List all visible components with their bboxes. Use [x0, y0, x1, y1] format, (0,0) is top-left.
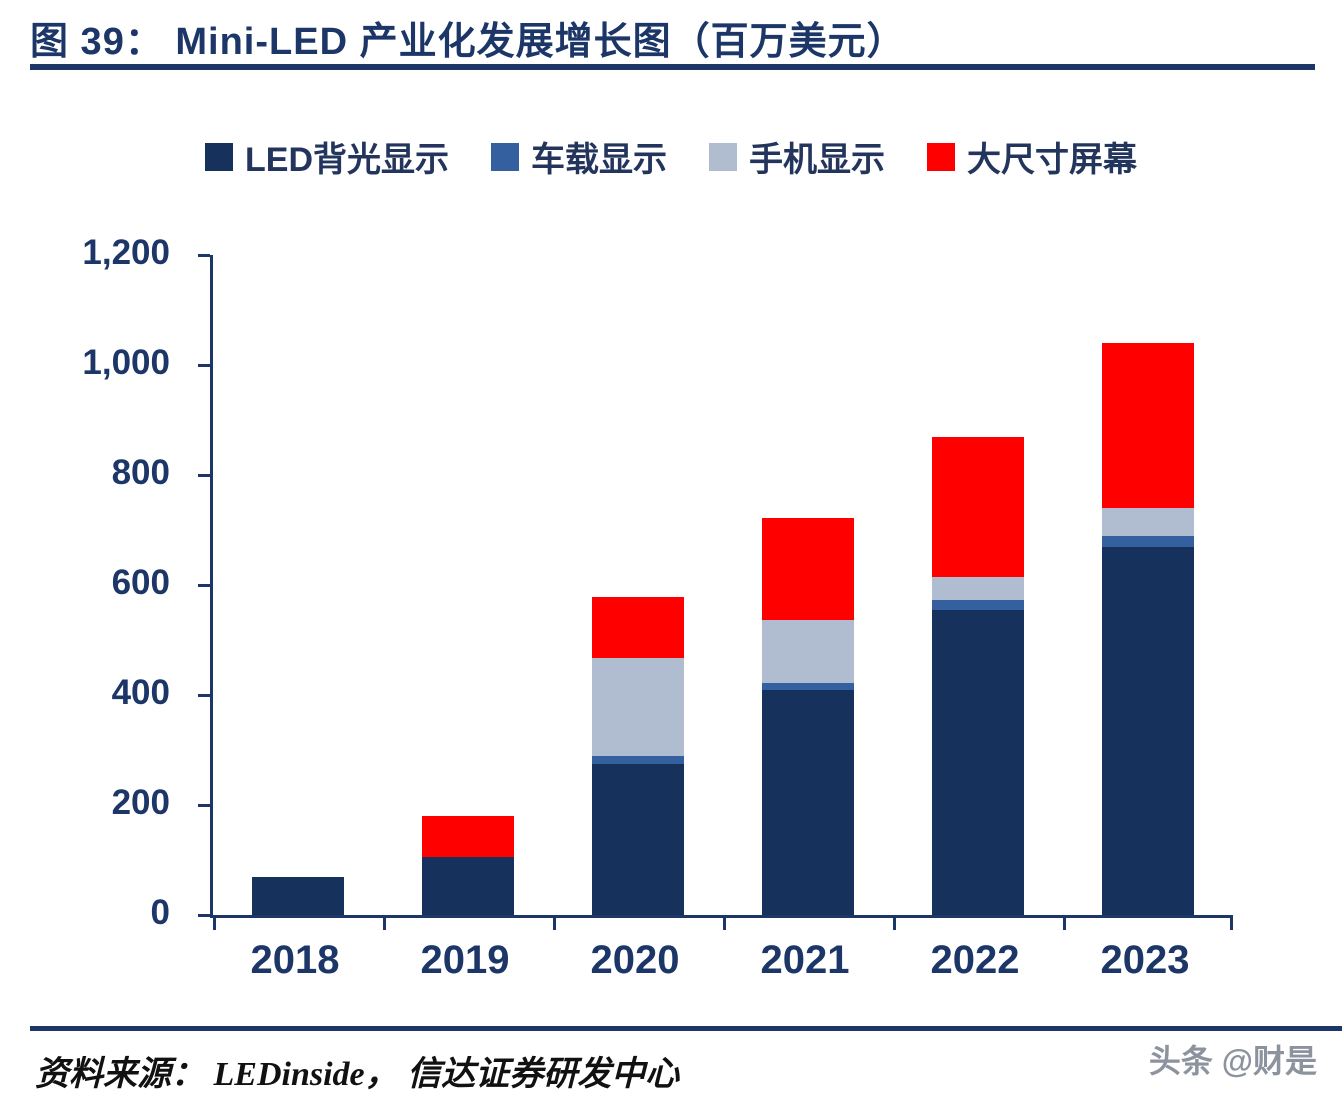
y-axis-tick	[198, 474, 210, 477]
bar-group-2020	[592, 255, 684, 915]
title-underline	[30, 64, 1315, 70]
bar-segment	[1102, 508, 1194, 536]
y-axis-tick-label: 1,000	[82, 343, 170, 382]
chart-title: 图 39： Mini-LED 产业化发展增长图（百万美元）	[30, 21, 906, 63]
x-axis-tick-label: 2019	[420, 938, 510, 982]
y-axis-tick-label: 600	[111, 563, 170, 602]
y-axis-tick	[198, 584, 210, 587]
x-axis-tick-label: 2023	[1100, 938, 1190, 982]
x-axis-tick	[723, 918, 726, 930]
x-axis-tick-label: 2020	[590, 938, 680, 982]
legend-label: LED背光显示	[245, 141, 449, 179]
y-axis-tick-label: 1,200	[82, 233, 170, 272]
bar-group-2022	[932, 255, 1024, 915]
x-axis-tick-label: 2022	[930, 938, 1020, 982]
legend-item: 手机显示	[709, 132, 885, 181]
bar-segment	[762, 682, 854, 690]
y-axis-tick-label: 0	[150, 893, 170, 932]
legend-swatch-icon	[709, 142, 737, 171]
x-axis-tick	[1230, 918, 1233, 930]
bar-segment	[422, 857, 514, 915]
chart-legend: LED背光显示 车载显示 手机显示 大尺寸屏幕	[0, 132, 1342, 181]
bar-segment	[592, 597, 684, 658]
legend-item: 大尺寸屏幕	[927, 132, 1137, 181]
bar-group-2019	[422, 255, 514, 915]
legend-label: 车载显示	[531, 141, 667, 179]
footer-divider	[30, 1026, 1342, 1031]
y-axis-tick	[198, 254, 210, 257]
bar-segment	[1102, 343, 1194, 508]
legend-item: 车载显示	[491, 132, 667, 181]
bar-segment	[932, 576, 1024, 600]
source-text: 资料来源： LEDinside， 信达证券研发中心	[35, 1056, 680, 1093]
bar-segment	[1102, 546, 1194, 915]
bar-segment	[762, 689, 854, 915]
x-axis-tick-label: 2018	[250, 938, 340, 982]
legend-swatch-icon	[491, 142, 519, 171]
bar-group-2023	[1102, 255, 1194, 915]
bar-segment	[932, 609, 1024, 915]
bar-segment	[1102, 535, 1194, 547]
x-axis-tick	[213, 918, 216, 930]
y-axis-tick-label: 200	[111, 783, 170, 822]
y-axis-tick	[198, 914, 210, 917]
x-axis-tick	[383, 918, 386, 930]
bar-segment	[592, 755, 684, 764]
bar-segment	[762, 517, 854, 620]
x-axis-tick	[893, 918, 896, 930]
y-axis-tick-label: 800	[111, 453, 170, 492]
legend-label: 大尺寸屏幕	[967, 141, 1137, 179]
bar-segment	[422, 816, 514, 858]
legend-swatch-icon	[927, 142, 955, 171]
y-axis-tick	[198, 804, 210, 807]
bar-segment	[932, 599, 1024, 610]
x-axis-tick	[553, 918, 556, 930]
x-axis-tick-label: 2021	[760, 938, 850, 982]
bar-segment	[932, 436, 1024, 577]
bar-segment	[592, 763, 684, 915]
legend-label: 手机显示	[749, 141, 885, 179]
bar-segment	[762, 619, 854, 683]
bar-segment	[592, 657, 684, 756]
y-axis-tick	[198, 694, 210, 697]
bar-segment	[252, 876, 344, 915]
bar-group-2021	[762, 255, 854, 915]
y-axis-tick	[198, 364, 210, 367]
legend-swatch-icon	[205, 142, 233, 171]
plot-area	[198, 254, 1233, 930]
watermark-text: 头条 @财是	[1148, 1043, 1317, 1079]
legend-item: LED背光显示	[205, 132, 449, 181]
bar-group-2018	[252, 255, 344, 915]
x-axis-tick	[1063, 918, 1066, 930]
y-axis-tick-label: 400	[111, 673, 170, 712]
